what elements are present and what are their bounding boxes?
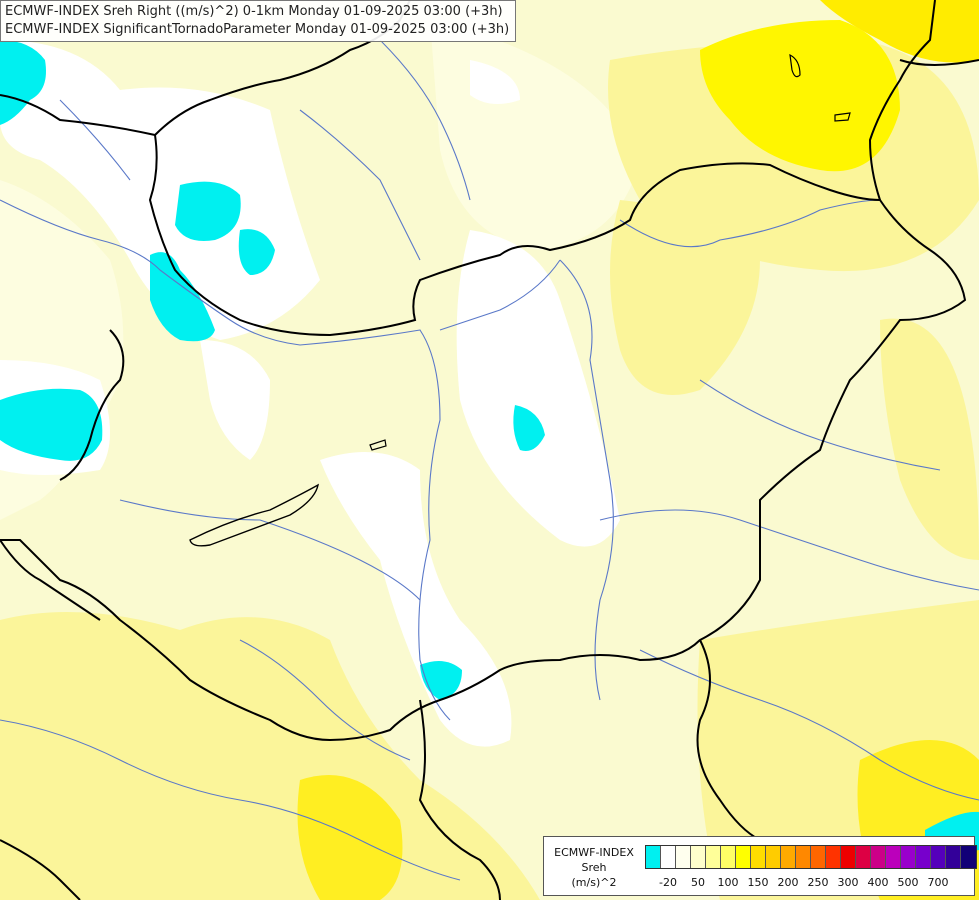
legend-tick-label: 150 (747, 876, 769, 889)
legend-tick-label: 200 (777, 876, 799, 889)
legend-tick-label: 400 (867, 876, 889, 889)
legend-swatch (916, 846, 931, 868)
legend-swatch (961, 846, 976, 868)
legend-tick-label: 500 (897, 876, 919, 889)
white-region (200, 340, 270, 460)
legend-swatch (661, 846, 676, 868)
legend-swatch (676, 846, 691, 868)
cyan-region (238, 229, 275, 275)
yellow-region (0, 612, 540, 900)
bright-yellow-region (297, 775, 403, 900)
legend-swatch (871, 846, 886, 868)
lake (834, 112, 851, 122)
legend-tick-label: 300 (837, 876, 859, 889)
legend-label-line: ECMWF-INDEX (554, 846, 634, 859)
cyan-region (513, 405, 545, 451)
legend-swatch (796, 846, 811, 868)
legend-swatch (826, 846, 841, 868)
legend-label-line: Sreh (581, 861, 607, 874)
legend-swatch (781, 846, 796, 868)
white-region (470, 60, 520, 104)
legend-swatch (901, 846, 916, 868)
rivers (0, 39, 979, 881)
legend-tick-label: 50 (691, 876, 705, 889)
white-region (0, 40, 320, 340)
legend-swatch (931, 846, 946, 868)
legend-tick-label: 250 (807, 876, 829, 889)
legend-swatch (736, 846, 751, 868)
color-legend: ECMWF-INDEX Sreh (m/s)^2 -20 50 100 150 200 2… (543, 836, 977, 896)
legend-swatch (751, 846, 766, 868)
lake (789, 53, 801, 78)
white-region (456, 230, 620, 547)
white-region (320, 452, 512, 747)
legend-swatch (721, 846, 736, 868)
legend-swatch (691, 846, 706, 868)
bright-yellow-region (700, 20, 900, 172)
legend-tick-label: 100 (717, 876, 739, 889)
legend-swatch (706, 846, 721, 868)
title-line-stp: ECMWF-INDEX SignificantTornadoParameter … (5, 22, 510, 37)
legend-label: ECMWF-INDEX Sreh (m/s)^2 (544, 845, 644, 890)
legend-swatch (811, 846, 826, 868)
cyan-region (0, 40, 46, 125)
legend-swatch (841, 846, 856, 868)
bright-yellow-region (820, 0, 979, 63)
legend-swatches (645, 845, 977, 869)
yellow-region (610, 200, 760, 395)
legend-swatch (886, 846, 901, 868)
legend-swatch (766, 846, 781, 868)
map-title-box: ECMWF-INDEX Sreh Right ((m/s)^2) 0-1km M… (0, 0, 516, 42)
cyan-region (0, 388, 103, 461)
title-line-sreh: ECMWF-INDEX Sreh Right ((m/s)^2) 0-1km M… (5, 4, 503, 19)
legend-tick-label: 700 (927, 876, 949, 889)
lake-balaton (189, 483, 319, 547)
legend-swatch (946, 846, 961, 868)
legend-tick-label: -20 (659, 876, 677, 889)
cyan-region (175, 181, 241, 241)
legend-swatch (646, 846, 661, 868)
yellow-region (880, 318, 979, 560)
legend-swatch (856, 846, 871, 868)
legend-label-line: (m/s)^2 (571, 876, 617, 889)
lake (369, 439, 387, 451)
